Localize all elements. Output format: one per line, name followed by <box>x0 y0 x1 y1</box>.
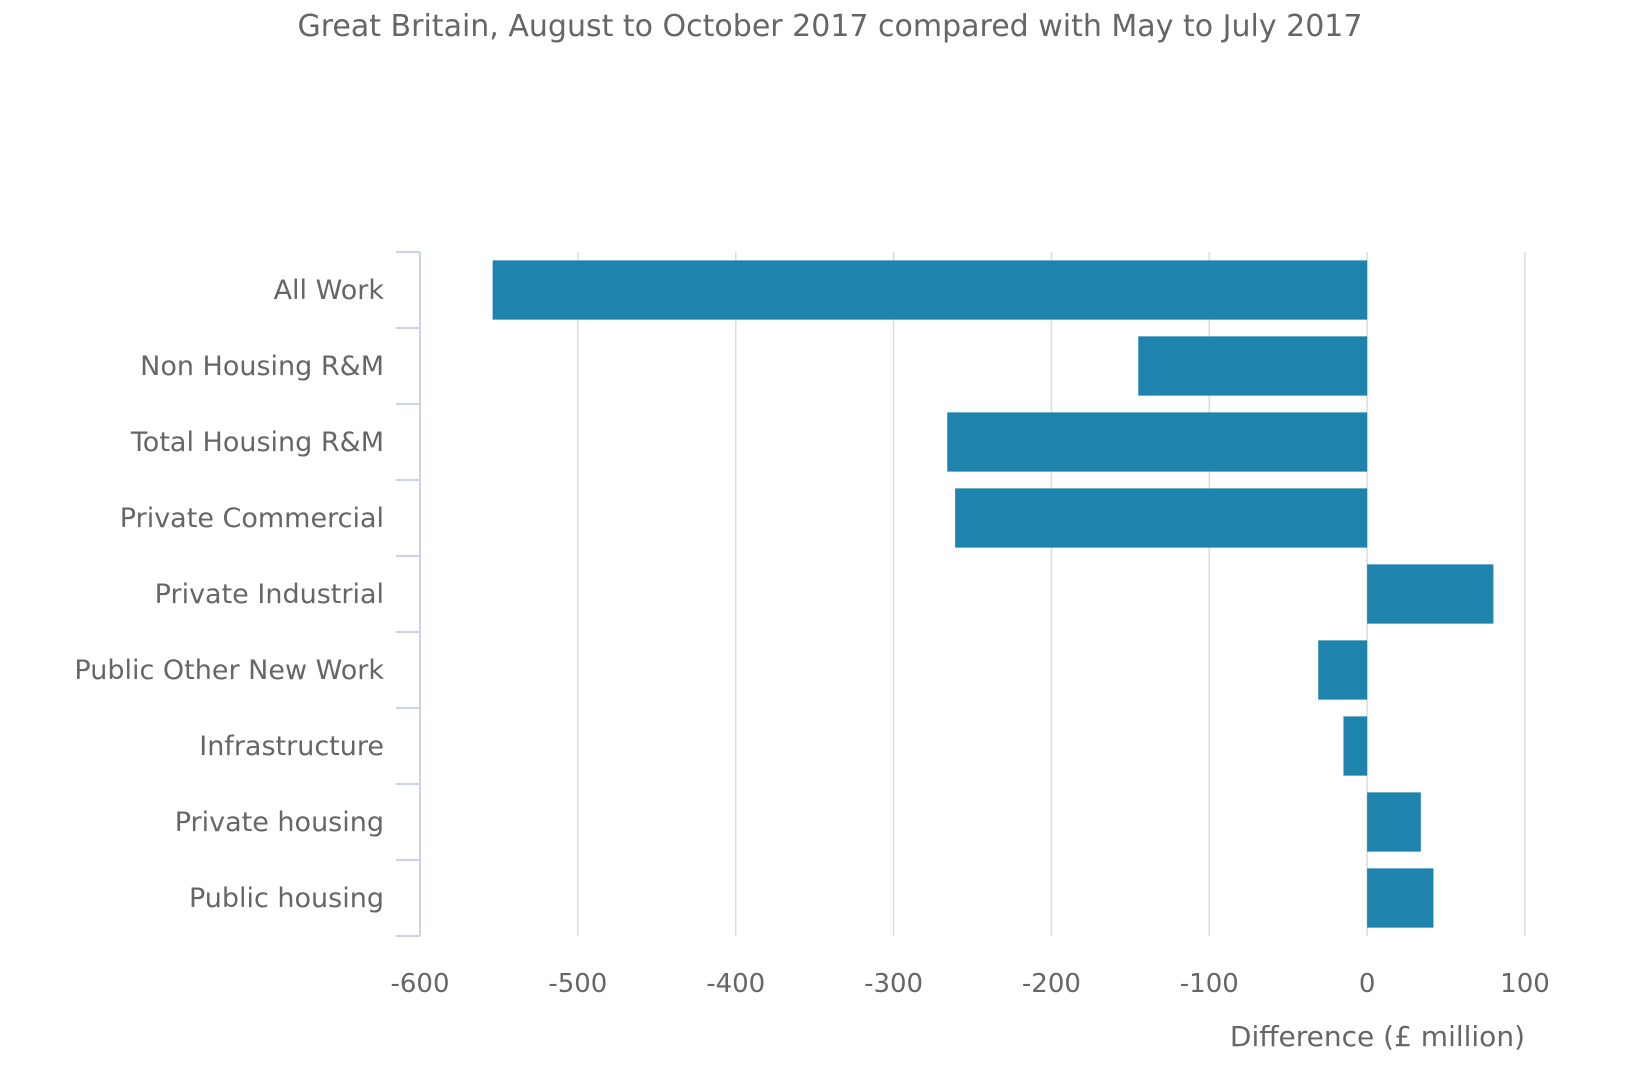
x-tick-label: -500 <box>548 969 607 999</box>
bar-public-other-new-work <box>1318 640 1368 700</box>
x-tick-labels: -600 -500 -400 -300 -200 -100 0 100 <box>390 969 1549 999</box>
category-labels: All Work Non Housing R&M Total Housing R&M… <box>74 275 384 914</box>
x-tick-label: -300 <box>864 969 923 999</box>
category-label: All Work <box>274 275 385 306</box>
category-label: Private Commercial <box>120 503 384 534</box>
bar-private-commercial <box>955 488 1368 548</box>
category-label: Public Other New Work <box>74 655 384 686</box>
bar-private-industrial <box>1367 564 1494 624</box>
x-tick-label: 0 <box>1359 969 1376 999</box>
category-label: Private Industrial <box>155 579 384 610</box>
bar-infrastructure <box>1343 716 1368 776</box>
bar-non-housing-r-m <box>1138 336 1368 396</box>
x-tick-label: -400 <box>706 969 765 999</box>
category-label: Non Housing R&M <box>140 351 384 382</box>
x-tick-label: 100 <box>1500 969 1550 999</box>
bar-private-housing <box>1367 792 1421 852</box>
category-label: Total Housing R&M <box>130 427 384 458</box>
x-tick-label: -100 <box>1180 969 1239 999</box>
chart-subtitle: Great Britain, August to October 2017 co… <box>298 9 1363 44</box>
bar-total-housing-r-m <box>947 412 1368 472</box>
category-label: Private housing <box>175 807 384 838</box>
category-label: Infrastructure <box>199 731 384 762</box>
x-tick-label: -200 <box>1022 969 1081 999</box>
y-axis <box>396 251 421 937</box>
bar-public-housing <box>1367 868 1434 928</box>
bar-all-work <box>492 260 1368 320</box>
category-label: Public housing <box>189 883 384 914</box>
x-axis-title: Difference (£ million) <box>1230 1020 1525 1053</box>
bars <box>492 260 1494 928</box>
x-tick-label: -600 <box>390 969 449 999</box>
